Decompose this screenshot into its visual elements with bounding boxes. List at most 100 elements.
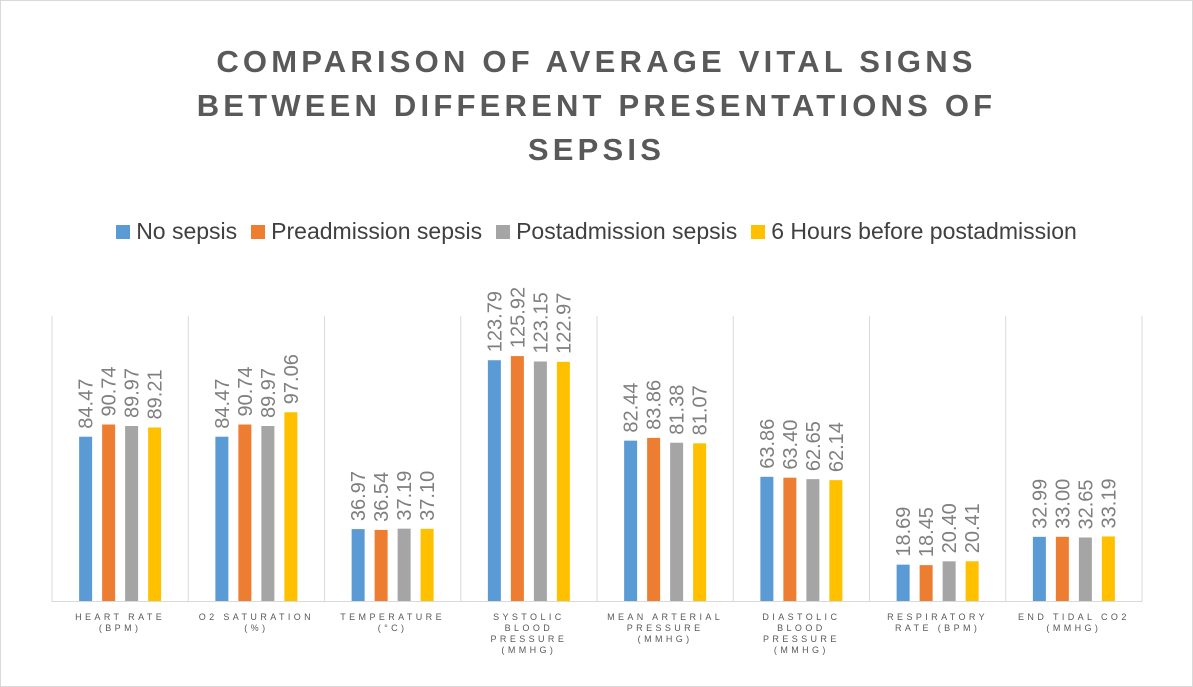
data-label: 84.47 xyxy=(76,379,98,429)
bar xyxy=(1055,536,1069,601)
legend-swatch xyxy=(751,224,766,239)
data-label: 83.86 xyxy=(644,380,666,430)
bar xyxy=(783,477,797,601)
legend: No sepsis Preadmission sepsis Postadmissio… xyxy=(0,218,1193,245)
legend-swatch xyxy=(496,224,511,239)
category-label: (%) xyxy=(244,623,268,633)
bar xyxy=(965,561,979,601)
category-label: END TIDAL CO2 xyxy=(1018,612,1130,622)
category-label: (°C) xyxy=(378,623,408,633)
data-label: 36.54 xyxy=(371,472,393,522)
chart-title: COMPARISON OF AVERAGE VITAL SIGNS BETWEE… xyxy=(196,44,997,167)
legend-label: Preadmission sepsis xyxy=(271,218,483,244)
data-label: 18.69 xyxy=(893,507,915,557)
data-label: 97.06 xyxy=(281,354,303,404)
bar xyxy=(556,361,570,601)
data-label: 123.79 xyxy=(484,291,506,352)
legend-swatch xyxy=(251,224,266,239)
bar xyxy=(351,529,365,601)
category-label: BLOOD xyxy=(777,623,826,633)
category-label: (MMHG) xyxy=(638,634,693,644)
legend-label: Postadmission sepsis xyxy=(516,218,738,244)
data-label: 82.44 xyxy=(621,383,643,433)
data-label: 89.21 xyxy=(145,369,167,419)
data-label: 37.10 xyxy=(417,471,439,521)
bar xyxy=(896,564,910,601)
data-label: 33.19 xyxy=(1098,478,1120,528)
bar xyxy=(79,436,93,601)
data-label: 90.74 xyxy=(235,366,257,416)
data-label: 62.65 xyxy=(803,421,825,471)
bar xyxy=(487,360,501,601)
data-label: 33.00 xyxy=(1052,479,1074,529)
legend-item: Preadmission sepsis xyxy=(251,218,482,245)
data-label: 37.19 xyxy=(394,471,416,521)
category-label: (MMHG) xyxy=(1046,623,1101,633)
bar xyxy=(374,529,388,601)
category-label: PRESSURE xyxy=(627,623,704,633)
category-label: BLOOD xyxy=(505,623,554,633)
bar xyxy=(397,528,411,601)
bar xyxy=(647,437,661,601)
data-label: 20.41 xyxy=(962,503,984,553)
data-label: 122.97 xyxy=(553,293,575,354)
category-label: HEART RATE xyxy=(75,612,165,622)
data-label: 125.92 xyxy=(507,287,529,348)
data-label: 32.99 xyxy=(1029,479,1051,529)
bar xyxy=(284,412,298,601)
data-label: 63.40 xyxy=(780,420,802,470)
category-label: RESPIRATORY xyxy=(887,612,988,622)
bar xyxy=(829,480,843,601)
bar xyxy=(420,528,434,601)
data-label: 32.65 xyxy=(1075,479,1097,529)
bar xyxy=(624,440,638,601)
data-label: 84.47 xyxy=(212,379,234,429)
data-label: 90.74 xyxy=(99,366,121,416)
category-label: DIASTOLIC xyxy=(762,612,840,622)
bar xyxy=(148,427,162,601)
legend-item: No sepsis xyxy=(116,218,237,245)
legend-item: Postadmission sepsis xyxy=(496,218,737,245)
bar xyxy=(510,356,524,601)
data-label: 89.97 xyxy=(258,368,280,418)
bar xyxy=(533,361,547,601)
legend-label: No sepsis xyxy=(136,218,238,244)
bar xyxy=(942,561,956,601)
bar xyxy=(102,424,116,601)
category-label: TEMPERATURE xyxy=(340,612,445,622)
data-label: 20.40 xyxy=(939,503,961,553)
data-label: 18.45 xyxy=(916,507,938,557)
data-label: 81.07 xyxy=(690,385,712,435)
bar xyxy=(125,426,139,601)
data-label: 123.15 xyxy=(530,292,552,353)
data-label: 63.86 xyxy=(757,419,779,469)
data-label: 36.97 xyxy=(348,471,370,521)
category-label: SYSTOLIC xyxy=(493,612,565,622)
bar xyxy=(919,565,933,601)
bar xyxy=(670,442,684,601)
bar xyxy=(215,436,229,601)
category-label: MEAN ARTERIAL xyxy=(607,612,723,622)
bar xyxy=(1101,536,1115,601)
bar xyxy=(238,424,252,601)
bar xyxy=(806,479,820,601)
category-label: (BPM) xyxy=(99,623,142,633)
bar xyxy=(760,476,774,601)
category-label: (MMHG) xyxy=(501,645,556,655)
data-label: 62.14 xyxy=(826,422,848,472)
legend-item: 6 Hours before postadmission xyxy=(751,218,1077,245)
bar xyxy=(1032,536,1046,601)
category-label: RATE (BPM) xyxy=(895,623,980,633)
category-label: (MMHG) xyxy=(774,645,829,655)
bar xyxy=(693,443,707,601)
category-label: PRESSURE xyxy=(763,634,840,644)
category-label: PRESSURE xyxy=(491,634,568,644)
data-label: 81.38 xyxy=(667,385,689,435)
data-label: 89.97 xyxy=(122,368,144,418)
category-label: O2 SATURATION xyxy=(199,612,314,622)
bar xyxy=(261,426,275,601)
bar xyxy=(1078,537,1092,601)
legend-swatch xyxy=(116,224,131,239)
legend-label: 6 Hours before postadmission xyxy=(771,218,1077,244)
